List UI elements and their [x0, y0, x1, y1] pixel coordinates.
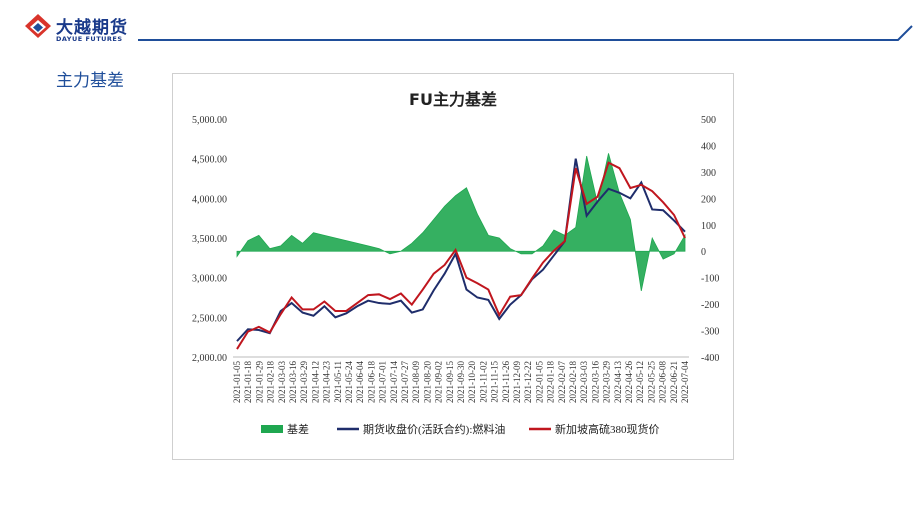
x-tick-label: 2021-12-22 — [523, 361, 533, 403]
series-futures-line — [236, 158, 686, 342]
y-left-tick-label: 2,000.00 — [192, 353, 227, 364]
x-tick-label: 2022-03-29 — [602, 361, 612, 403]
y-left-tick-label: 4,500.00 — [192, 155, 227, 166]
x-tick-label: 2021-01-05 — [232, 361, 242, 403]
x-tick-label: 2021-07-27 — [400, 361, 410, 403]
series-basis-area — [236, 153, 686, 291]
y-right-tick-label: -200 — [701, 300, 719, 311]
x-tick-label: 2022-01-05 — [534, 361, 544, 403]
x-tick-label: 2021-03-29 — [299, 361, 309, 403]
x-tick-label: 2022-03-03 — [579, 361, 589, 403]
y-right-tick-label: 0 — [701, 247, 706, 258]
x-tick-label: 2021-06-04 — [355, 361, 365, 403]
x-tick-label: 2021-01-18 — [243, 361, 253, 403]
x-tick-label: 2021-04-12 — [310, 361, 320, 403]
x-tick-label: 2022-02-18 — [568, 361, 578, 403]
y-left-tick-label: 5,000.00 — [192, 115, 227, 126]
y-left-tick-label: 4,000.00 — [192, 194, 227, 205]
x-tick-label: 2022-02-07 — [557, 361, 567, 403]
y-right-tick-label: 400 — [701, 141, 716, 152]
y-left-tick-label: 2,500.00 — [192, 313, 227, 324]
brand-logo: 大越期货 DAYUE FUTURES — [24, 8, 144, 46]
y-left-tick-label: 3,500.00 — [192, 234, 227, 245]
y-right-tick-label: -100 — [701, 274, 719, 285]
x-tick-label: 2021-03-16 — [288, 361, 298, 403]
x-tick-label: 2021-12-09 — [512, 361, 522, 403]
y-right-tick-label: 200 — [701, 194, 716, 205]
legend-swatch-basis — [261, 425, 283, 433]
x-tick-label: 2021-09-30 — [456, 361, 466, 403]
dayue-diamond-logo-icon — [25, 14, 51, 38]
chart-title: FU主力基差 — [409, 90, 497, 109]
legend-label-futures: 期货收盘价(活跃合约):燃料油 — [363, 422, 505, 436]
x-tick-label: 2021-01-29 — [254, 361, 264, 403]
y-left-tick-label: 3,000.00 — [192, 274, 227, 285]
x-tick-label: 2021-11-02 — [478, 361, 488, 403]
x-tick-label: 2021-06-18 — [366, 361, 376, 403]
y-right-tick-label: 100 — [701, 221, 716, 232]
y-right-tick-label: -400 — [701, 353, 719, 364]
x-tick-label: 2022-05-25 — [646, 361, 656, 403]
y-right-tick-label: 300 — [701, 168, 716, 179]
x-tick-label: 2021-04-23 — [322, 361, 332, 403]
x-tick-label: 2021-07-14 — [389, 361, 399, 403]
x-tick-label: 2021-07-01 — [378, 361, 388, 403]
x-tick-label: 2021-10-20 — [467, 361, 477, 403]
logo-cn-text: 大越期货 — [56, 18, 128, 38]
x-tick-label: 2021-02-18 — [266, 361, 276, 403]
basis-chart: 5,000.00 4,500.00 4,000.00 3,500.00 3,000.00… — [192, 115, 719, 436]
x-tick-label: 2022-04-13 — [613, 361, 623, 403]
x-tick-label: 2021-05-24 — [344, 361, 354, 403]
header-rule — [138, 25, 913, 41]
x-tick-label: 2022-06-21 — [669, 361, 679, 403]
legend-label-basis: 基差 — [287, 422, 309, 436]
x-tick-label: 2022-07-04 — [680, 361, 690, 403]
series-spot-line — [236, 161, 686, 350]
x-tick-label: 2022-03-16 — [590, 361, 600, 403]
x-tick-label: 2022-01-18 — [546, 361, 556, 403]
logo-en-text: DAYUE FUTURES — [56, 35, 123, 43]
x-tick-label: 2022-04-26 — [624, 361, 634, 403]
legend-label-spot: 新加坡高硫380现货价 — [555, 422, 660, 436]
x-tick-label: 2021-09-15 — [445, 361, 455, 403]
section-title: 主力基差 — [56, 71, 124, 91]
x-tick-label: 2021-05-11 — [333, 361, 343, 403]
x-tick-label: 2022-06-08 — [658, 361, 668, 403]
x-tick-label: 2022-05-12 — [635, 361, 645, 403]
chart-container: FU主力基差 5,000.00 4,500.00 4,000.00 3,500.00 3… — [172, 73, 734, 460]
y-right-tick-label: 500 — [701, 115, 716, 126]
x-tick-label: 2021-03-03 — [277, 361, 287, 403]
x-tick-label: 2021-11-26 — [501, 361, 511, 403]
x-tick-label: 2021-08-20 — [422, 361, 432, 403]
x-tick-label: 2021-08-09 — [411, 361, 421, 403]
x-tick-label: 2021-11-15 — [490, 361, 500, 403]
x-tick-label: 2021-09-02 — [434, 361, 444, 403]
y-right-tick-label: -300 — [701, 327, 719, 338]
